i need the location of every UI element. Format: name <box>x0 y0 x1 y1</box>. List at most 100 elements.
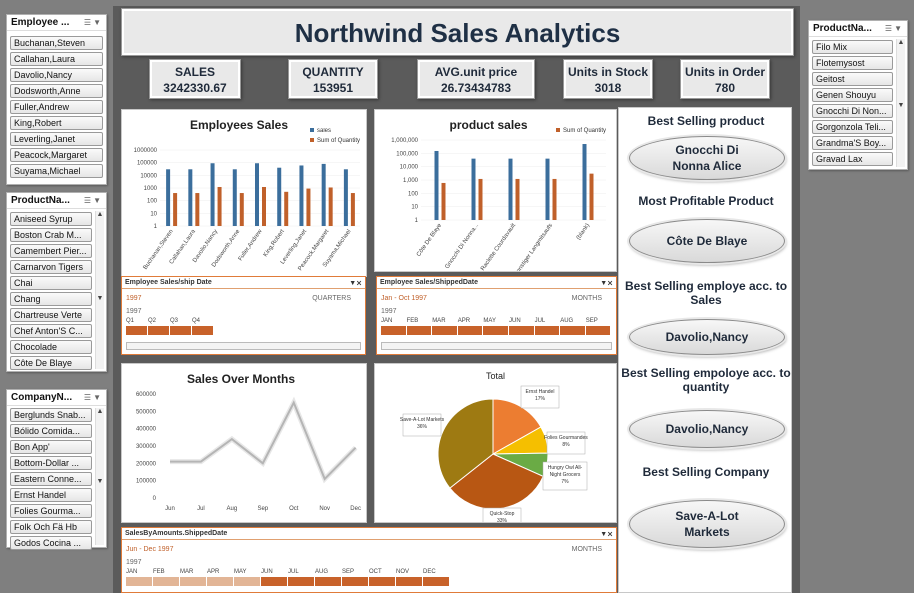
product-slicer-left[interactable]: ProductNa... ☰▼ Aniseed Syrup Boston Crab … <box>6 192 107 372</box>
timeline-period-bar[interactable] <box>432 326 458 335</box>
timeline-period[interactable]: JUL <box>288 569 315 586</box>
timeline-period-bar[interactable] <box>406 326 433 335</box>
timeline-period[interactable]: JUN <box>261 569 288 586</box>
slicer-item[interactable]: Boston Crab M... <box>10 228 92 242</box>
filter-clear-icon[interactable]: ▼⨯ <box>600 280 613 287</box>
timeline-period[interactable]: JUL <box>534 318 561 335</box>
timeline-period[interactable]: DEC <box>423 569 450 586</box>
slicer-item[interactable]: Bon App' <box>10 440 92 454</box>
timeline-period[interactable]: FEB <box>406 318 433 335</box>
timeline-period-bar[interactable] <box>534 326 561 335</box>
slicer-item[interactable]: Folies Gourma... <box>10 504 92 518</box>
timeline-period[interactable]: MAY <box>234 569 261 586</box>
timeline-period[interactable]: FEB <box>153 569 180 586</box>
timeline-period[interactable]: JAN <box>126 569 153 586</box>
timeline-unit[interactable]: MONTHS <box>571 295 602 302</box>
timeline-period[interactable]: SEP <box>585 318 612 335</box>
timeline-unit[interactable]: MONTHS <box>571 546 602 553</box>
slicer-item[interactable]: Chang <box>10 292 92 306</box>
timeline-period-bar[interactable] <box>180 577 207 586</box>
sales-over-months-chart[interactable]: Sales Over Months 600000 500000 400000 3000… <box>121 363 367 523</box>
timeline-period[interactable]: JAN <box>381 318 407 335</box>
slicer-item[interactable]: Davolio,Nancy <box>10 68 103 82</box>
slicer-item[interactable]: Camembert Pier... <box>10 244 92 258</box>
timeline-period[interactable]: OCT <box>369 569 396 586</box>
timeline-period-bar[interactable] <box>234 577 261 586</box>
timeline-period-bar[interactable] <box>148 326 170 335</box>
employees-sales-chart[interactable]: Employees Sales 1000000 100000 10000 1000 10… <box>121 109 367 277</box>
timeline-period[interactable]: NOV <box>396 569 423 586</box>
slicer-item[interactable]: Godos Cocina ... <box>10 536 92 550</box>
slicer-item[interactable]: Genen Shouyu <box>812 88 893 102</box>
total-pie-chart[interactable]: Total Save-A-Lot Markets 36% Ernst Handel 1… <box>374 363 617 523</box>
timeline-period-bar[interactable] <box>315 577 342 586</box>
timeline-period-bar[interactable] <box>457 326 484 335</box>
slicer-item[interactable]: Chai <box>10 276 92 290</box>
slicer-item[interactable]: Carnarvon Tigers <box>10 260 92 274</box>
timeline-period[interactable]: MAR <box>432 318 458 335</box>
slicer-item[interactable]: Folk Och Fä Hb <box>10 520 92 534</box>
slicer-item[interactable]: Gnocchi Di Non... <box>812 104 893 118</box>
timeline-period-bar[interactable] <box>369 577 396 586</box>
slicer-item[interactable]: Callahan,Laura <box>10 52 103 66</box>
timeline-period[interactable]: JUN <box>509 318 535 335</box>
timeline-period-bar[interactable] <box>342 577 369 586</box>
scrollbar[interactable]: ▲ ▼ <box>896 39 905 167</box>
timeline-period[interactable]: MAR <box>180 569 207 586</box>
timeline-scrollbar[interactable] <box>381 342 612 350</box>
timeline-employee-sales-ship-date[interactable]: Employee Sales/ship Date ▼⨯ 1997 QUARTERS… <box>121 276 366 355</box>
slicer-item[interactable]: Bottom-Dollar ... <box>10 456 92 470</box>
slicer-item[interactable]: Gorgonzola Teli... <box>812 120 893 134</box>
slicer-item[interactable]: Peacock,Margaret <box>10 148 103 162</box>
slicer-item[interactable]: Suyama,Michael <box>10 164 103 178</box>
filter-icon[interactable]: ☰▼ <box>884 24 904 33</box>
timeline-period[interactable]: APR <box>207 569 234 586</box>
timeline-period[interactable]: AUG <box>560 318 586 335</box>
timeline-period[interactable]: Q2 <box>148 318 170 335</box>
timeline-scrollbar[interactable] <box>126 342 361 350</box>
timeline-period-bar[interactable] <box>207 577 234 586</box>
timeline-period-bar[interactable] <box>396 577 423 586</box>
slicer-item[interactable]: Grandma'S Boy... <box>812 136 893 150</box>
slicer-item[interactable]: Côte De Blaye <box>10 356 92 370</box>
filter-icon[interactable]: ☰▼ <box>83 196 103 205</box>
slicer-item[interactable]: King,Robert <box>10 116 103 130</box>
timeline-employee-sales-shipped-date[interactable]: Employee Sales/ShippedDate ▼⨯ Jan - Oct 1… <box>376 276 617 355</box>
timeline-sales-by-amounts-shipped-date[interactable]: SalesByAmounts.ShippedDate ▼⨯ Jun - Dec 1… <box>121 527 617 593</box>
timeline-period-bar[interactable] <box>288 577 315 586</box>
timeline-period-bar[interactable] <box>585 326 612 335</box>
timeline-period-bar[interactable] <box>261 577 288 586</box>
slicer-item[interactable]: Eastern Conne... <box>10 472 92 486</box>
timeline-period-bar[interactable] <box>423 577 450 586</box>
employee-slicer[interactable]: Employee ... ☰▼ Buchanan,Steven Callahan,L… <box>6 14 107 185</box>
timeline-period-bar[interactable] <box>126 326 148 335</box>
timeline-period-bar[interactable] <box>560 326 586 335</box>
slicer-item[interactable]: Leverling,Janet <box>10 132 103 146</box>
slicer-item[interactable]: Buchanan,Steven <box>10 36 103 50</box>
scrollbar[interactable]: ▲ ▼ <box>95 211 104 369</box>
timeline-period-bar[interactable] <box>126 577 153 586</box>
filter-clear-icon[interactable]: ▼⨯ <box>600 531 613 538</box>
slicer-item[interactable]: Berglunds Snab... <box>10 408 92 422</box>
slicer-item[interactable]: Geitost <box>812 72 893 86</box>
timeline-period[interactable]: MAY <box>483 318 509 335</box>
timeline-period-bar[interactable] <box>170 326 192 335</box>
slicer-item[interactable]: Flotemysost <box>812 56 893 70</box>
timeline-period[interactable]: AUG <box>315 569 342 586</box>
slicer-item[interactable]: Filo Mix <box>812 40 893 54</box>
slicer-item[interactable]: Chef Anton'S C... <box>10 324 92 338</box>
company-slicer[interactable]: CompanyN... ☰▼ Berglunds Snab... Bólido Co… <box>6 389 107 550</box>
timeline-period-bar[interactable] <box>192 326 214 335</box>
timeline-period[interactable]: APR <box>457 318 484 335</box>
timeline-period-bar[interactable] <box>381 326 407 335</box>
timeline-unit[interactable]: QUARTERS <box>312 295 351 302</box>
timeline-period[interactable]: Q4 <box>192 318 214 335</box>
timeline-period[interactable]: Q3 <box>170 318 192 335</box>
timeline-period-bar[interactable] <box>483 326 509 335</box>
product-slicer-right[interactable]: ProductNa... ☰▼ Filo Mix Flotemysost Geitos… <box>808 20 908 170</box>
slicer-item[interactable]: Fuller,Andrew <box>10 100 103 114</box>
timeline-period[interactable]: SEP <box>342 569 369 586</box>
filter-icon[interactable]: ☰▼ <box>83 393 103 402</box>
timeline-period[interactable]: Q1 <box>126 318 148 335</box>
filter-clear-icon[interactable]: ▼⨯ <box>349 280 362 287</box>
